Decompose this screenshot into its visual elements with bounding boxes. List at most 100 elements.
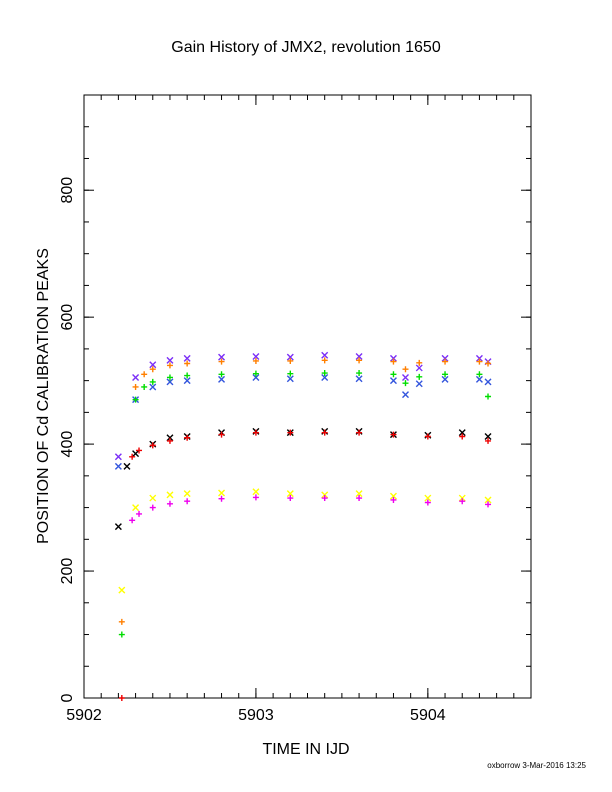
data-point [321,370,328,377]
data-point [389,377,397,385]
data-point [390,358,397,365]
data-point [287,429,294,436]
data-point [286,490,294,498]
data-point [321,495,328,502]
series-6 [118,488,492,594]
data-point [149,361,157,369]
y-tick-label: 200 [59,558,76,585]
data-point [475,354,483,362]
data-point [484,432,492,440]
data-point [183,354,191,362]
data-point [287,495,294,502]
series-2 [118,357,492,625]
data-point [476,371,483,378]
data-point [184,372,191,379]
data-point [424,494,432,502]
data-point [123,462,131,470]
x-tick-label: 5902 [66,707,102,724]
data-point [114,453,122,461]
data-point [424,499,431,506]
data-point [132,373,140,381]
y-tick-label: 0 [59,693,76,702]
x-axis-label: TIME IN IJD [262,741,349,758]
data-point [166,374,173,381]
data-point [252,429,259,436]
data-point [132,396,139,403]
data-point [390,431,397,438]
data-point [118,695,125,701]
data-point [459,433,466,440]
data-point [484,496,492,504]
data-point [485,437,492,444]
data-point [149,494,157,502]
data-point [136,510,143,517]
y-axis: 0 200 400 600 800 [59,94,531,702]
data-point [485,360,492,367]
data-point [132,450,140,458]
data-layer [114,351,492,701]
data-point [416,359,423,366]
data-point [129,453,136,460]
plot-border [83,94,532,699]
data-point [402,391,409,399]
data-point [252,353,260,361]
data-point [136,447,143,454]
data-point [184,434,191,441]
series-5 [118,429,492,701]
x-axis: 5902 5903 5904 [66,95,532,724]
data-point [252,373,260,381]
data-point [184,498,191,505]
data-point [118,618,125,625]
data-point [252,357,259,364]
data-point [475,375,483,383]
y-tick-label: 600 [59,304,76,331]
x-tick-label: 5904 [410,707,446,724]
data-point [118,631,125,638]
data-point [458,429,466,437]
data-point [149,378,156,385]
y-tick-label: 800 [59,177,76,204]
data-point [442,371,449,378]
data-point [416,373,423,380]
data-point [476,358,483,365]
data-point [132,504,140,512]
data-point [166,356,174,364]
data-point [286,375,294,383]
data-point [356,357,363,364]
series-3 [118,370,492,638]
data-point [149,442,156,449]
data-point [356,495,363,502]
footer-timestamp: oxborrow 3-Mar-2016 13:25 [487,761,586,770]
data-point [442,358,449,365]
data-point [218,431,225,438]
data-point [252,370,259,377]
data-point [356,429,363,436]
data-point [355,375,363,383]
data-point [415,364,423,372]
data-point [218,495,225,502]
data-point [441,375,449,383]
data-point [415,380,423,388]
data-point [389,354,397,362]
series-4 [114,427,492,531]
data-point [184,360,191,367]
data-point [286,353,294,361]
data-point [218,489,226,497]
data-point [424,433,431,440]
data-point [252,488,260,496]
data-point [183,377,191,385]
data-point [166,500,173,507]
data-point [218,353,226,361]
data-point [166,362,173,369]
data-point [149,383,157,391]
chart-title: Gain History of JMX2, revolution 1650 [171,39,441,56]
series-0 [114,351,492,461]
data-point [321,429,328,436]
data-point [141,371,148,378]
data-point [166,434,174,442]
data-point [287,370,294,377]
data-point [402,366,409,373]
data-point [389,492,397,500]
data-point [149,504,156,511]
